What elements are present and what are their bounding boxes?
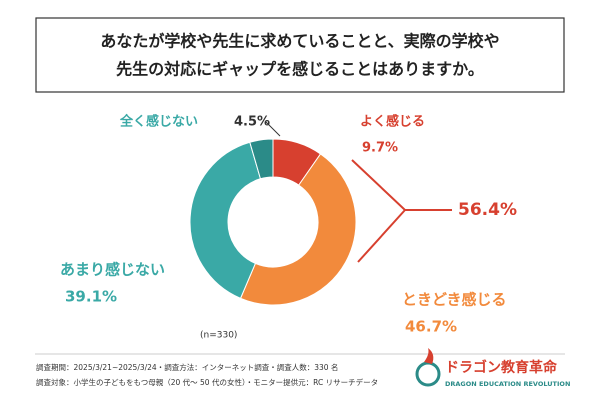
- category-label: 全く感じない: [119, 114, 198, 130]
- category-label: ときどき感じる: [402, 291, 507, 309]
- bracket-line: [357, 209, 406, 263]
- donut-slice: [239, 153, 357, 306]
- category-label: あまり感じない: [60, 261, 165, 279]
- value-label: 39.1%: [65, 288, 117, 306]
- sample-size: (n=330): [200, 331, 237, 341]
- value-label: 9.7%: [362, 141, 398, 156]
- note: 調査期間：2025/3/21~2025/3/24・調査方法：インターネット調査・…: [36, 362, 338, 372]
- note: 調査対象：小学生の子どもをもつ母親（20 代〜 50 代の女性）・モニター提供元…: [36, 377, 378, 387]
- leader-line: [265, 121, 281, 137]
- value-label: 46.7%: [405, 318, 457, 336]
- chart-title: 先生の対応にギャップを感じることはありますか。: [116, 60, 484, 79]
- title-box: [35, 17, 565, 93]
- logo-subtitle: DRAGON EDUCATION REVOLUTION: [445, 380, 570, 388]
- logo-flame: [424, 348, 434, 364]
- annotation-bracket: [351, 159, 452, 263]
- chart-title: あなたが学校や先生に求めていることと、実際の学校や: [100, 32, 499, 51]
- donut-slice: [249, 138, 274, 180]
- logo-name: ドラゴン教育革命: [445, 359, 558, 376]
- annotation: 56.4%: [458, 200, 517, 220]
- value-label: 4.5%: [234, 115, 270, 130]
- donut-slice: [189, 141, 262, 300]
- logo: ドラゴン教育革命 DRAGON EDUCATION REVOLUTION: [415, 348, 570, 388]
- category-label: よく感じる: [360, 114, 425, 130]
